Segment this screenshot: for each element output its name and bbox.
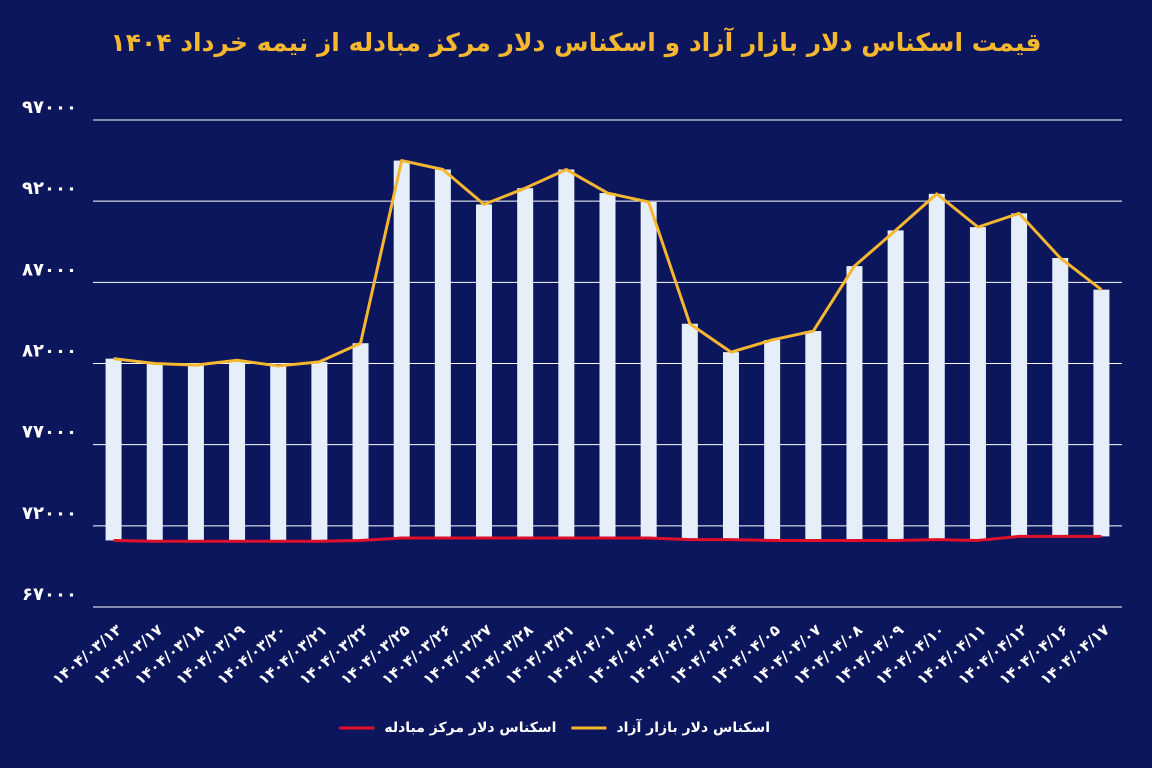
y-tick-label: ۸۲۰۰۰ [22,341,77,362]
y-tick-label: ۹۲۰۰۰ [22,178,77,199]
bar [599,193,616,539]
bar [146,363,163,542]
bar [187,365,204,542]
legend-label: اسکناس دلار مرکز مبادله [384,720,556,736]
bar [1011,213,1028,537]
bar [928,193,945,540]
bar [805,331,822,541]
bar [887,230,904,541]
bar [1093,289,1110,537]
bar [764,339,781,541]
bar [517,188,534,539]
y-tick-label: ۹۷۰۰۰ [22,97,77,118]
bar [558,169,575,539]
bar [311,361,328,542]
line [113,159,1103,368]
y-tick-label: ۸۷۰۰۰ [22,259,77,280]
bar [352,343,369,541]
bar [846,266,863,541]
bar [681,323,698,540]
bar [1052,257,1069,537]
bar [393,160,410,539]
y-tick-label: ۷۷۰۰۰ [22,422,77,443]
bar [722,352,739,540]
bar [434,169,451,539]
bar [105,358,122,541]
bar [229,360,246,542]
line [113,534,1102,543]
bar [969,227,986,541]
bar [640,201,657,539]
y-tick-label: ۷۲۰۰۰ [22,503,77,524]
bar [270,365,287,542]
bar [476,204,493,539]
legend-label: اسکناس دلار بازار آزاد [616,718,770,736]
chart-title: قیمت اسکناس دلار بازار آزاد و اسکناس دلا… [110,27,1041,58]
y-tick-label: ۶۷۰۰۰ [22,584,77,605]
